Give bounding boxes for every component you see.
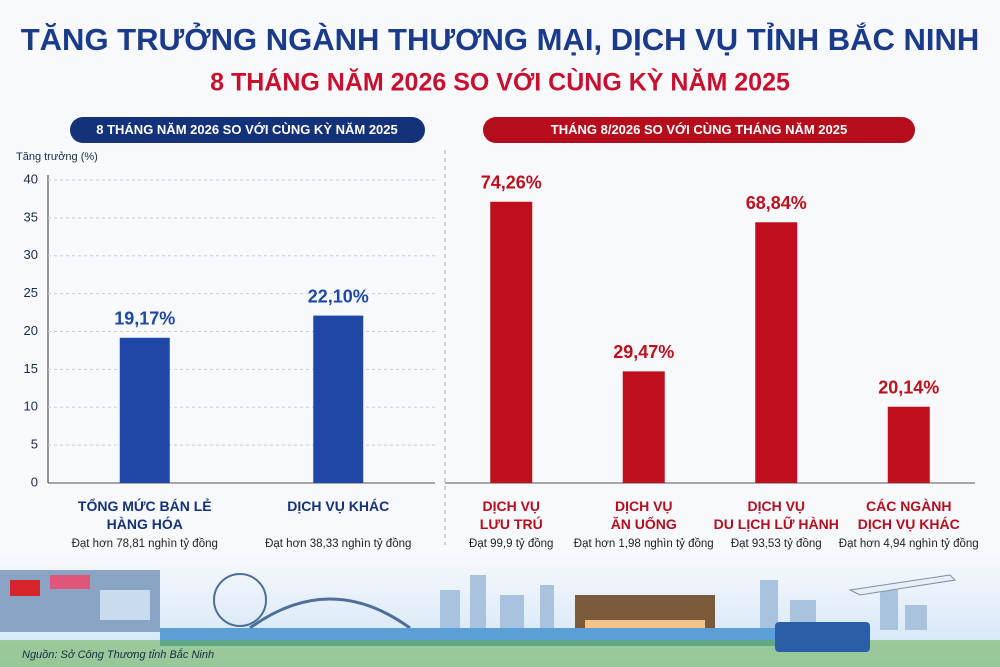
y-tick-label: 0 [31,474,38,489]
y-tick-label: 15 [24,361,38,376]
category-label: DỊCH VỤ ĂN UỐNG [610,498,677,532]
bar [490,201,533,484]
y-tick-label: 25 [24,285,38,300]
value-label: 68,84% [746,193,807,213]
y-axis-label: Tăng trưởng (%) [16,151,98,163]
source: Nguồn: Sở Công Thương tỉnh Bắc Ninh [22,648,214,661]
note: Đạt hơn 38,33 nghìn tỷ đồng [265,538,412,550]
title: TĂNG TRƯỞNG NGÀNH THƯƠNG MẠI, DỊCH VỤ TỈ… [21,21,980,57]
value-label: 20,14% [878,377,939,397]
decor-wheel [213,573,267,627]
bar [755,222,798,483]
category-label: DỊCH VỤ LƯU TRÚ [479,498,543,532]
note: Đạt 93,53 tỷ đồng [730,538,822,550]
bar [622,371,665,483]
category-label: CÁC NGÀNH DỊCH VỤ KHÁC [857,498,960,532]
bar [313,315,364,483]
y-tick-label: 5 [31,437,38,452]
category-label: DỊCH VỤ KHÁC [287,498,390,514]
bar [119,337,170,483]
category-label: DỊCH VỤ DU LỊCH LỮ HÀNH [713,498,839,532]
decor-bridge [249,597,411,630]
note: Đạt hơn 78,81 nghìn tỷ đồng [71,538,218,550]
category-label: TỔNG MỨC BÁN LẺ HÀNG HÓA [77,498,212,532]
panel-title: 8 THÁNG NĂM 2026 SO VỚI CÙNG KỲ NĂM 2025 [96,122,398,137]
y-tick-label: 20 [24,323,38,338]
y-tick-label: 40 [24,171,38,186]
note: Đạt 99,9 tỷ đồng [469,538,554,550]
y-tick-label: 35 [24,209,38,224]
bar [887,406,930,483]
value-label: 74,26% [481,172,542,192]
panel-header-bg [70,117,425,143]
panel-title: THÁNG 8/2026 SO VỚI CÙNG THÁNG NĂM 2025 [551,122,847,137]
note: Đạt hơn 1,98 nghìn tỷ đồng [573,538,714,550]
panel-header-bg [483,117,915,143]
subtitle: 8 THÁNG NĂM 2026 SO VỚI CÙNG KỲ NĂM 2025 [210,67,790,97]
y-tick-label: 10 [24,399,38,414]
decor-plane [848,574,957,596]
y-tick-label: 30 [24,247,38,262]
decor-bus [775,622,870,652]
note: Đạt hơn 4,94 nghìn tỷ đồng [838,538,979,550]
value-label: 22,10% [308,286,369,306]
value-label: 19,17% [114,309,175,329]
value-label: 29,47% [613,342,674,362]
